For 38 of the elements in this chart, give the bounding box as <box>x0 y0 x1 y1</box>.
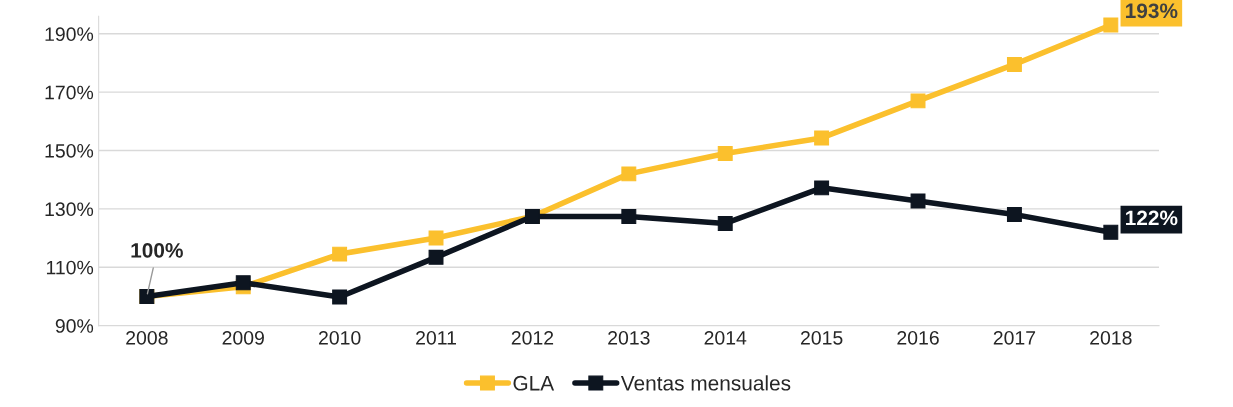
data-label: 122% <box>1126 210 1178 226</box>
y-tick-label: 150% <box>45 143 94 158</box>
point <box>910 93 926 109</box>
point <box>814 130 830 146</box>
point <box>621 166 637 182</box>
x-tick-label: 2012 <box>511 330 554 345</box>
point <box>1006 56 1022 72</box>
x-tick-label: 2016 <box>897 330 939 345</box>
x-tick-label: 2009 <box>222 330 264 345</box>
x-tick-label: 2008 <box>126 330 168 345</box>
point <box>428 230 444 246</box>
point <box>428 249 444 265</box>
y-tick-label: 110% <box>46 260 94 275</box>
y-tick-label: 130% <box>45 202 94 217</box>
x-tick-label: 2013 <box>608 330 650 345</box>
x-tick-label: 2018 <box>1090 330 1132 345</box>
y-tick-label: 190% <box>45 27 94 42</box>
legend-label: GLA <box>513 375 555 391</box>
x-tick-label: 2010 <box>318 330 361 345</box>
x-tick-label: 2014 <box>704 330 747 345</box>
y-tick-label: 170% <box>45 85 94 100</box>
point <box>332 289 348 305</box>
point <box>1103 224 1119 240</box>
point <box>1103 17 1119 33</box>
x-tick-label: 2011 <box>416 330 456 345</box>
point <box>717 216 733 231</box>
point <box>235 275 251 291</box>
data-label: 193% <box>1126 3 1178 19</box>
point <box>332 246 348 262</box>
point <box>814 180 830 196</box>
x-tick-label: 2017 <box>993 330 1036 345</box>
annotation: 100% <box>131 242 183 258</box>
point <box>1006 206 1022 222</box>
point <box>717 145 733 161</box>
point <box>621 209 637 224</box>
legend-label: Ventas mensuales <box>620 375 791 391</box>
y-tick-label: 90% <box>55 319 94 333</box>
x-tick-label: 2015 <box>800 330 843 345</box>
